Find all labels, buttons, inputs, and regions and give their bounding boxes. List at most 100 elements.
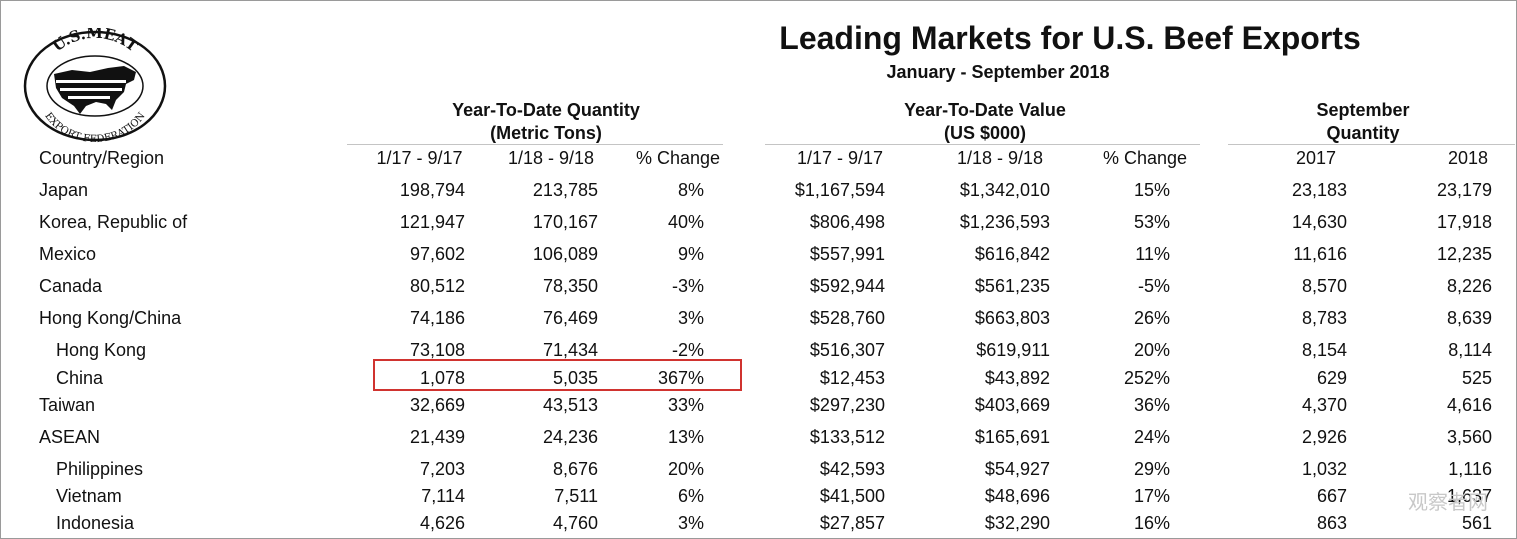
value-cell: $561,235: [974, 276, 1050, 296]
value-cell: 367%: [657, 368, 704, 388]
value-cell: 26%: [1133, 308, 1170, 328]
value-cell: 8,226: [1446, 276, 1492, 296]
country-cell: Hong Kong/China: [39, 308, 182, 328]
value-cell: $27,857: [819, 513, 885, 533]
value-cell: 8,639: [1446, 308, 1492, 328]
value-cell: $41,500: [819, 486, 885, 506]
country-cell: Indonesia: [56, 513, 135, 533]
value-cell: 43,513: [542, 395, 598, 415]
value-cell: 4,760: [552, 513, 598, 533]
country-cell: Taiwan: [39, 395, 96, 415]
value-group-header: Year-To-Date Value (US $000): [904, 100, 1066, 143]
value-cell: 16%: [1133, 513, 1170, 533]
value-cell: 78,350: [542, 276, 598, 296]
value-cell: 23,183: [1291, 180, 1347, 200]
value-cell: $48,696: [984, 486, 1050, 506]
country-cell: Vietnam: [56, 486, 122, 506]
column-header: 1/17 - 9/17: [796, 148, 884, 168]
value-cell: $557,991: [809, 244, 885, 264]
value-cell: -5%: [1137, 276, 1170, 296]
value-cell: $403,669: [974, 395, 1050, 415]
value-cell: $1,236,593: [959, 212, 1050, 232]
value-cell: 7,114: [421, 486, 465, 506]
value-header-rule: [765, 144, 1200, 145]
value-cell: 36%: [1133, 395, 1170, 415]
value-cell: $54,927: [984, 459, 1050, 479]
value-cell: 5,035: [552, 368, 598, 388]
value-cell: 4,616: [1446, 395, 1492, 415]
value-cell: 8,570: [1301, 276, 1347, 296]
value-cell: 3%: [677, 513, 704, 533]
watermark: 观察者网: [1408, 492, 1488, 514]
value-cell: 8,154: [1301, 340, 1347, 360]
value-cell: 97,602: [409, 244, 465, 264]
value-cell: $1,167,594: [794, 180, 885, 200]
value-cell: 198,794: [399, 180, 465, 200]
value-cell: 11%: [1135, 244, 1170, 264]
value-cell: $297,230: [809, 395, 885, 415]
value-cell: $528,760: [809, 308, 885, 328]
value-cell: $663,803: [974, 308, 1050, 328]
page-subtitle: January - September 2018: [886, 62, 1110, 82]
column-header: Country/Region: [39, 148, 165, 168]
value-cell: $1,342,010: [959, 180, 1050, 200]
september-header-rule: [1228, 144, 1515, 145]
value-cell: 7,203: [419, 459, 465, 479]
column-header: 2018: [1447, 148, 1489, 168]
column-header: 1/18 - 9/18: [956, 148, 1044, 168]
value-cell: 73,108: [409, 340, 465, 360]
value-cell: 76,469: [542, 308, 598, 328]
value-cell: $32,290: [984, 513, 1050, 533]
value-cell: 106,089: [532, 244, 598, 264]
value-cell: 17%: [1133, 486, 1170, 506]
value-cell: 12,235: [1436, 244, 1492, 264]
value-cell: $12,453: [819, 368, 885, 388]
china-highlight-box: [373, 359, 742, 391]
value-cell: $619,911: [976, 340, 1050, 360]
value-cell: 13%: [667, 427, 704, 447]
value-cell: 11,616: [1293, 244, 1347, 264]
value-cell: 40%: [667, 212, 704, 232]
value-cell: 8%: [677, 180, 704, 200]
value-cell: 561: [1461, 513, 1492, 533]
value-cell: 2,926: [1301, 427, 1347, 447]
value-cell: 23,179: [1436, 180, 1492, 200]
column-header: % Change: [1102, 148, 1188, 168]
column-header: % Change: [635, 148, 721, 168]
value-cell: -3%: [671, 276, 704, 296]
value-cell: $42,593: [819, 459, 885, 479]
value-cell: 525: [1461, 368, 1492, 388]
value-cell: 121,947: [399, 212, 465, 232]
value-cell: $165,691: [974, 427, 1050, 447]
column-header: 2017: [1295, 148, 1337, 168]
value-cell: 15%: [1133, 180, 1170, 200]
value-cell: -2%: [671, 340, 704, 360]
country-cell: China: [56, 368, 104, 388]
september-group-header: September Quantity: [1316, 100, 1410, 143]
value-cell: 53%: [1133, 212, 1170, 232]
value-cell: 33%: [667, 395, 704, 415]
country-cell: ASEAN: [39, 427, 101, 447]
country-cell: Japan: [39, 180, 89, 200]
value-cell: 21,439: [409, 427, 465, 447]
value-cell: $133,512: [809, 427, 885, 447]
value-cell: 1,078: [419, 368, 465, 388]
value-cell: 629: [1316, 368, 1347, 388]
quantity-group-header: Year-To-Date Quantity (Metric Tons): [452, 100, 640, 143]
value-cell: 9%: [677, 244, 704, 264]
value-cell: $43,892: [984, 368, 1050, 388]
value-cell: 1,032: [1301, 459, 1347, 479]
value-cell: 3%: [677, 308, 704, 328]
quantity-header-rule: [347, 144, 723, 145]
value-cell: 4,626: [419, 513, 465, 533]
value-cell: $516,307: [809, 340, 885, 360]
value-cell: 8,676: [552, 459, 598, 479]
value-cell: 1,116: [1448, 459, 1492, 479]
svg-text:U.S.MEAT: U.S.MEAT: [49, 28, 142, 56]
value-cell: 252%: [1123, 368, 1170, 388]
value-cell: 170,167: [532, 212, 598, 232]
value-cell: 4,370: [1301, 395, 1347, 415]
value-cell: 667: [1316, 486, 1347, 506]
value-cell: $616,842: [974, 244, 1050, 264]
column-header: 1/18 - 9/18: [507, 148, 595, 168]
